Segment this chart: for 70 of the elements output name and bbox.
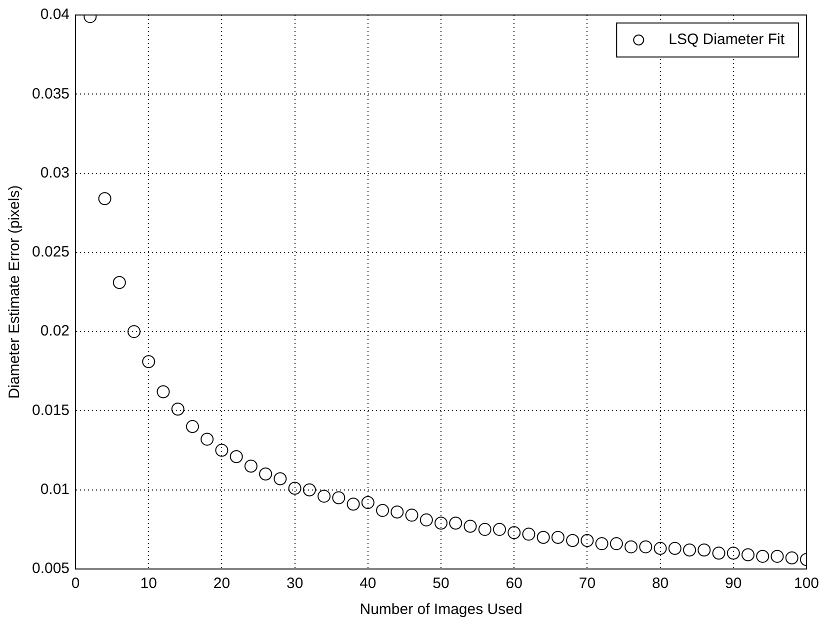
point bbox=[186, 420, 199, 434]
point bbox=[478, 522, 492, 536]
point bbox=[492, 522, 506, 536]
x-tick-label: 0 bbox=[71, 575, 80, 592]
x-axis-title: Number of Images Used bbox=[360, 601, 522, 618]
y-tick-label: 0.025 bbox=[32, 244, 70, 261]
point bbox=[566, 534, 580, 548]
y-tick-label: 0.04 bbox=[40, 6, 70, 24]
point bbox=[98, 192, 112, 206]
y-tick-label: 0.03 bbox=[40, 164, 70, 182]
point bbox=[156, 385, 170, 398]
point bbox=[654, 542, 667, 555]
point bbox=[639, 540, 652, 554]
point bbox=[259, 468, 272, 481]
y-axis-title: Diameter Estimate Error (pixels) bbox=[6, 185, 24, 399]
point bbox=[668, 542, 682, 555]
point bbox=[171, 402, 184, 416]
legend-label: LSQ Diameter Fit bbox=[668, 31, 786, 48]
x-tick-label: 80 bbox=[652, 575, 669, 592]
x-tick-label: 100 bbox=[794, 575, 819, 592]
y-tick-label: 0.005 bbox=[32, 560, 70, 578]
point bbox=[449, 516, 462, 530]
point bbox=[274, 472, 287, 486]
x-tick-label: 90 bbox=[725, 575, 742, 592]
point bbox=[610, 537, 623, 550]
point bbox=[318, 490, 331, 503]
point bbox=[770, 550, 784, 563]
point bbox=[405, 508, 418, 522]
point bbox=[128, 325, 141, 338]
point bbox=[508, 526, 521, 540]
point bbox=[200, 432, 214, 446]
point bbox=[785, 551, 798, 564]
point bbox=[215, 444, 228, 457]
x-tick-label: 10 bbox=[140, 575, 157, 592]
x-tick-label: 20 bbox=[213, 575, 230, 592]
point bbox=[742, 548, 755, 562]
point bbox=[698, 544, 711, 557]
x-tick-label: 30 bbox=[286, 575, 304, 592]
point bbox=[595, 537, 608, 550]
point bbox=[522, 528, 536, 541]
point bbox=[420, 513, 433, 526]
point bbox=[464, 520, 477, 533]
point bbox=[712, 546, 726, 560]
point bbox=[434, 516, 448, 530]
point bbox=[390, 506, 404, 519]
point bbox=[756, 550, 770, 563]
point bbox=[683, 544, 696, 557]
point bbox=[551, 530, 564, 544]
y-tick-label: 0.01 bbox=[40, 481, 70, 498]
point bbox=[346, 498, 360, 511]
y-tick-label: 0.035 bbox=[32, 85, 70, 102]
point bbox=[376, 504, 390, 517]
point bbox=[112, 276, 126, 290]
x-tick-label: 70 bbox=[578, 575, 596, 592]
y-tick-label: 0.02 bbox=[40, 322, 70, 340]
point bbox=[580, 534, 594, 548]
point bbox=[302, 483, 316, 496]
point bbox=[244, 460, 258, 473]
point bbox=[361, 496, 374, 510]
x-tick-label: 60 bbox=[506, 575, 522, 592]
point bbox=[624, 540, 638, 554]
point bbox=[536, 530, 550, 544]
point bbox=[288, 482, 302, 495]
point bbox=[230, 450, 243, 464]
point bbox=[726, 546, 740, 560]
x-tick-label: 50 bbox=[432, 575, 450, 592]
point bbox=[332, 491, 346, 504]
x-tick-label: 40 bbox=[360, 575, 376, 592]
y-tick-label: 0.015 bbox=[32, 402, 70, 419]
point bbox=[142, 355, 156, 368]
